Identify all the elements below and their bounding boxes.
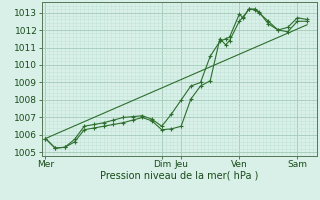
X-axis label: Pression niveau de la mer( hPa ): Pression niveau de la mer( hPa ) xyxy=(100,171,258,181)
